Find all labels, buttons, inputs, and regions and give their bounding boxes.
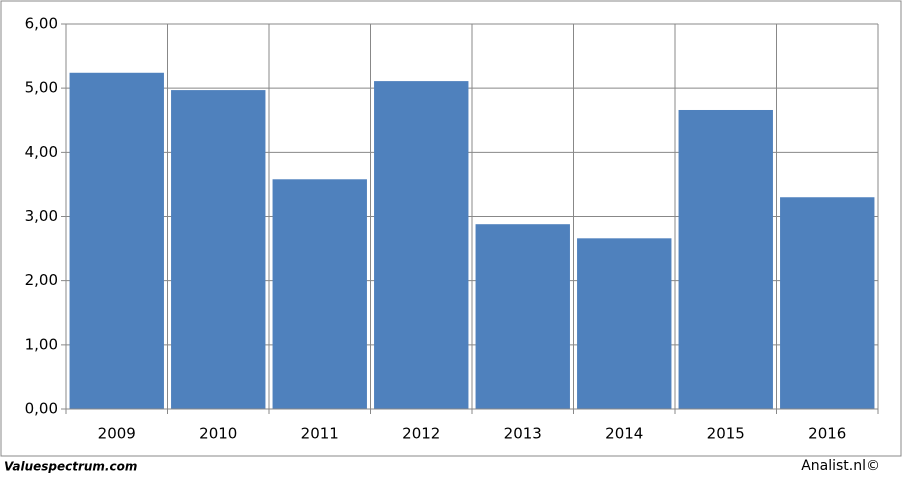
x-tick-label: 2016 [808, 425, 846, 443]
x-tick-label: 2012 [402, 425, 440, 443]
bar [577, 238, 672, 409]
x-tick-label: 2015 [707, 425, 745, 443]
y-tick-label: 0,00 [25, 400, 58, 418]
bar [272, 179, 367, 409]
y-tick-label: 1,00 [25, 335, 58, 353]
bar [475, 224, 570, 409]
x-tick-label: 2014 [605, 425, 643, 443]
y-tick-label: 2,00 [25, 271, 58, 289]
bar [69, 72, 164, 410]
x-tick-label: 2011 [301, 425, 339, 443]
x-tick-label: 2010 [199, 425, 237, 443]
x-tick-label: 2009 [98, 425, 136, 443]
bar [374, 81, 469, 409]
bar [780, 197, 875, 409]
bar [678, 109, 773, 409]
source-left: Valuespectrum.com [4, 460, 137, 474]
source-right: Analist.nl© [801, 458, 880, 474]
x-tick-label: 2013 [504, 425, 542, 443]
y-tick-label: 3,00 [25, 207, 58, 225]
bar [171, 90, 266, 409]
y-tick-label: 5,00 [25, 79, 58, 97]
y-tick-label: 4,00 [25, 143, 58, 161]
y-tick-label: 6,00 [25, 15, 58, 33]
